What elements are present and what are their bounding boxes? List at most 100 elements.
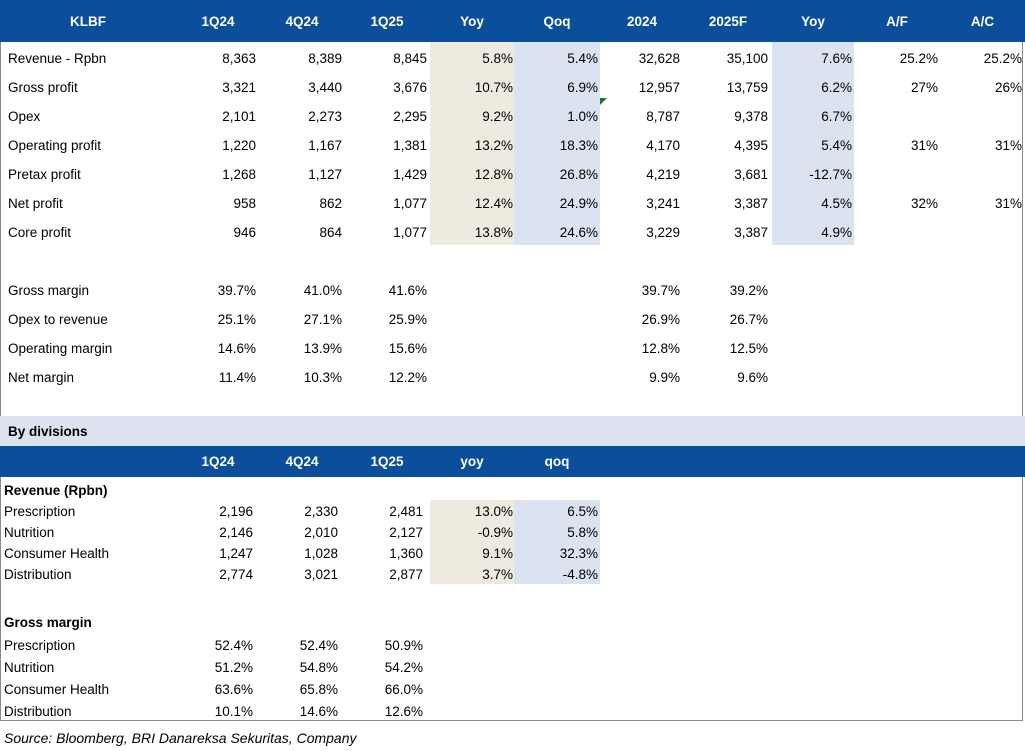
table-row: Revenue - Rpbn 8,363 8,389 8,845 5.8% 5.4% 32,… — [0, 44, 1025, 73]
cell-q1q24: 3,321 — [222, 80, 256, 95]
row-label: Net profit — [8, 196, 63, 211]
row-label: Operating margin — [8, 341, 113, 356]
cell-ac: 26% — [994, 80, 1022, 95]
cell-yoy: 13.2% — [474, 138, 513, 153]
cell-y2025f: 12.5% — [729, 341, 768, 356]
cell-ac: 25.2% — [983, 51, 1022, 66]
cell-yoy2: 4.9% — [821, 225, 852, 240]
cell-y2024: 8,787 — [646, 109, 680, 124]
cell-ac — [940, 218, 1022, 247]
header-qoq: Qoq — [543, 13, 571, 29]
row-label: Opex to revenue — [8, 312, 108, 327]
cell-q1q24: 10.1% — [214, 703, 253, 719]
row-label: Core profit — [8, 225, 72, 240]
cell-yoy2: 7.6% — [821, 51, 852, 66]
cell-y2025f: 13,759 — [726, 80, 768, 95]
row-label: Consumer Health — [4, 546, 110, 561]
header-klbf: KLBF — [70, 13, 106, 29]
cell-q1q25: 12.6% — [384, 703, 423, 719]
cell-y2024: 4,219 — [646, 167, 680, 182]
table-row: Gross profit 3,321 3,440 3,676 10.7% 6.9% 12,9… — [0, 73, 1025, 102]
table-row: Prescription 2,196 2,330 2,481 13.0% 6.5% — [0, 501, 1025, 522]
cell-qoq: 6.5% — [567, 504, 598, 519]
header-ac: A/C — [970, 13, 995, 29]
cell-q1q24: 14.6% — [217, 341, 256, 356]
divisions-bar: By divisions — [0, 416, 1025, 446]
cell-qoq: 5.8% — [567, 525, 598, 540]
cell-q4q24: 864 — [319, 225, 342, 240]
row-label: Gross margin — [8, 283, 90, 298]
cell-af — [854, 102, 938, 131]
row-label: Consumer Health — [4, 681, 110, 697]
cell-qoq: 18.3% — [559, 138, 598, 153]
cell-q1q25: 15.6% — [388, 341, 427, 356]
cell-q1q24: 1,247 — [219, 546, 253, 561]
cell-y2025f: 3,387 — [734, 196, 768, 211]
cell-yoy2: 6.7% — [821, 109, 852, 124]
table-row: Nutrition 51.2% 54.8% 54.2% — [0, 656, 1025, 678]
cell-q1q24: 2,774 — [219, 567, 253, 582]
cell-ac: 31% — [994, 196, 1022, 211]
qoq-band-main — [514, 42, 600, 245]
cell-ac — [940, 160, 1022, 189]
cell-q1q24: 2,101 — [222, 109, 256, 124]
row-label: Revenue - Rpbn — [8, 51, 107, 66]
cell-yoy2: -12.7% — [809, 167, 852, 182]
cell-af — [854, 218, 938, 247]
qoq-band-div — [514, 500, 600, 584]
cell-q1q25: 2,127 — [389, 525, 423, 540]
cell-yoy: 3.7% — [482, 567, 513, 582]
cell-y2025f: 39.2% — [729, 283, 768, 298]
table-row: Distribution 10.1% 14.6% 12.6% — [0, 700, 1025, 722]
table-row: Prescription 52.4% 52.4% 50.9% — [0, 634, 1025, 656]
cell-q4q24: 27.1% — [303, 312, 342, 327]
header-1q25: 1Q25 — [370, 13, 404, 29]
main-header: KLBF 1Q24 4Q24 1Q25 Yoy Qoq 2024 2025F Y… — [0, 0, 1025, 42]
cell-y2024: 26.9% — [641, 312, 680, 327]
table-row: Consumer Health 63.6% 65.8% 66.0% — [0, 678, 1025, 700]
cell-q4q24: 862 — [319, 196, 342, 211]
cell-y2024: 39.7% — [641, 283, 680, 298]
cell-yoy: 9.2% — [482, 109, 513, 124]
yoy-band-main — [430, 42, 514, 245]
cell-q4q24: 52.4% — [299, 637, 338, 653]
table-row: Opex to revenue 25.1% 27.1% 25.9% 26.9% 26.7% — [0, 305, 1025, 334]
cell-qoq: 26.8% — [559, 167, 598, 182]
revenue-section-title-row: Revenue (Rpbn) — [0, 479, 1025, 501]
table-row: Net margin 11.4% 10.3% 12.2% 9.9% 9.6% — [0, 363, 1025, 392]
cell-q4q24: 8,389 — [308, 51, 342, 66]
cell-q4q24: 10.3% — [303, 370, 342, 385]
header-2024: 2024 — [626, 13, 658, 29]
table-row: Operating margin 14.6% 13.9% 15.6% 12.8% 12.5… — [0, 334, 1025, 363]
cell-y2024: 9.9% — [649, 370, 680, 385]
cell-q1q25: 1,429 — [393, 167, 427, 182]
cell-y2024: 12,957 — [638, 80, 680, 95]
cell-q4q24: 2,273 — [308, 109, 342, 124]
cell-q1q24: 63.6% — [214, 681, 253, 697]
cell-yoy2: 4.5% — [821, 196, 852, 211]
table-row: Opex 2,101 2,273 2,295 9.2% 1.0% 8,787 9,378 6.7… — [0, 102, 1025, 131]
cell-y2025f: 3,387 — [734, 225, 768, 240]
row-label: Prescription — [4, 504, 76, 519]
cell-yoy: -0.9% — [477, 525, 513, 540]
cell-qoq: -4.8% — [562, 567, 598, 582]
cell-ac: 31% — [994, 138, 1022, 153]
source-note: Source: Bloomberg, BRI Danareksa Sekurit… — [4, 730, 357, 746]
header-yoy: Yoy — [460, 13, 484, 29]
cell-y2024: 12.8% — [641, 341, 680, 356]
header-yoy2: Yoy — [801, 13, 825, 29]
cell-af: 31% — [910, 138, 938, 153]
table-frame — [0, 0, 1023, 721]
cell-q4q24: 1,127 — [308, 167, 342, 182]
divisions-title: By divisions — [8, 423, 88, 439]
row-label: Nutrition — [4, 659, 55, 675]
div-header-yoy: yoy — [460, 454, 484, 469]
cell-y2025f: 3,681 — [734, 167, 768, 182]
cell-q1q25: 2,481 — [389, 504, 423, 519]
div-header-qoq: qoq — [544, 454, 570, 469]
cell-q4q24: 65.8% — [299, 681, 338, 697]
cell-y2025f: 9.6% — [737, 370, 768, 385]
cell-af: 25.2% — [899, 51, 938, 66]
cell-q1q24: 51.2% — [214, 659, 253, 675]
row-label: Distribution — [4, 567, 72, 582]
